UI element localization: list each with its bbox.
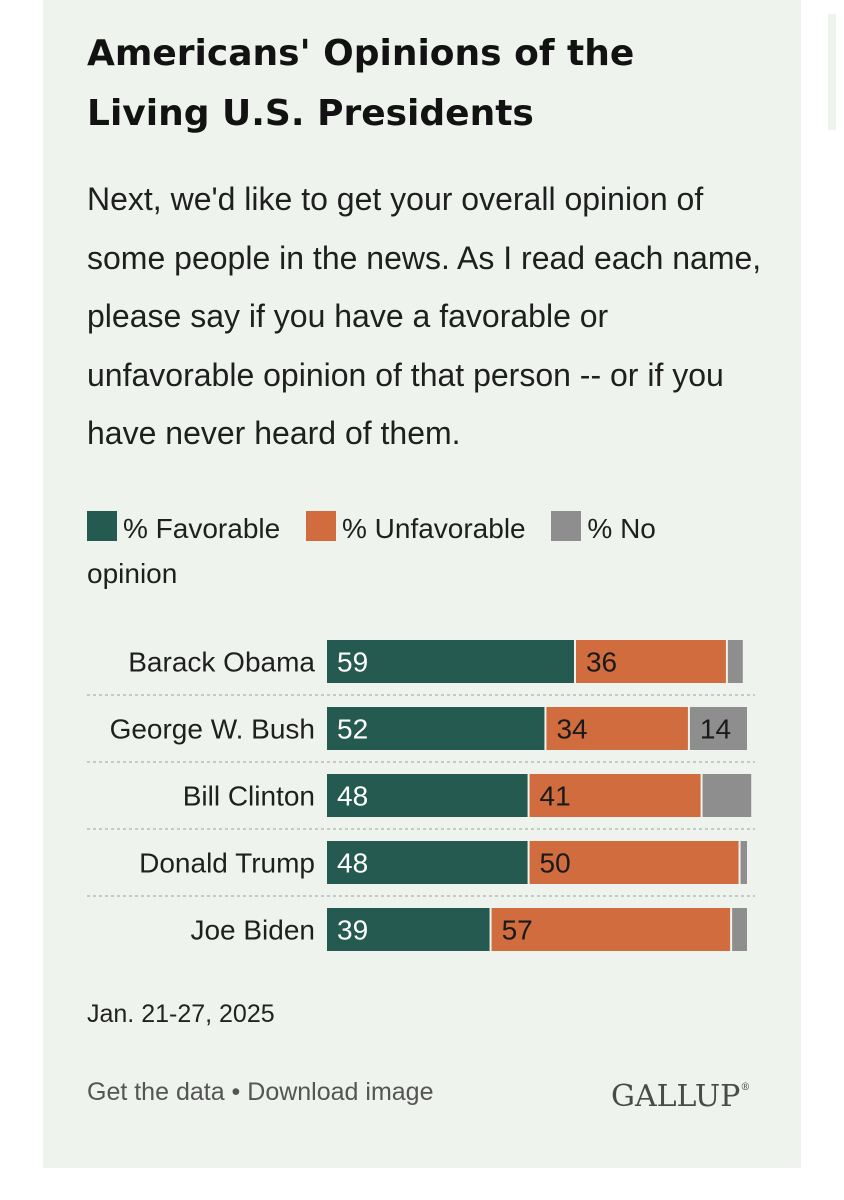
data-label-george-w-bush-favorable: 52 <box>337 714 368 745</box>
bar-barack-obama-favorable <box>327 640 574 683</box>
category-label-bill-clinton: Bill Clinton <box>183 781 315 812</box>
legend-label-no-opinion: % No opinion <box>87 513 656 589</box>
footer-links: Get the data • Download image <box>87 1074 433 1110</box>
legend-item-no-opinion: % No opinion <box>87 511 656 589</box>
logo-text: GALLUP <box>611 1079 741 1114</box>
bar-bill-clinton-favorable <box>327 774 528 817</box>
chart-title: Americans' Opinions of the Living U.S. P… <box>87 33 635 134</box>
data-label-donald-trump-unfavorable: 50 <box>540 848 571 879</box>
bar-donald-trump-no-opinion <box>740 841 747 884</box>
data-label-bill-clinton-favorable: 48 <box>337 781 368 812</box>
category-label-joe-biden: Joe Biden <box>190 915 315 946</box>
legend: % Favorable % Unfavorable % No opinion <box>87 506 727 596</box>
stacked-bar-chart: Barack Obama 59 36 George W. Bush 52 34 14 Bill… <box>87 640 755 951</box>
download-image-link[interactable]: Download image <box>247 1078 434 1106</box>
bar-barack-obama-unfavorable <box>575 640 726 683</box>
category-label-donald-trump: Donald Trump <box>139 848 315 879</box>
category-label-barack-obama: Barack Obama <box>128 647 315 678</box>
bar-joe-biden-no-opinion <box>732 908 747 951</box>
survey-date: Jan. 21-27, 2025 <box>87 1000 275 1028</box>
legend-swatch-favorable <box>87 511 117 541</box>
data-label-barack-obama-favorable: 59 <box>337 647 368 678</box>
bar-george-w-bush-favorable <box>327 707 545 750</box>
bar-donald-trump-favorable <box>327 841 528 884</box>
legend-item-unfavorable: % Unfavorable <box>305 511 526 544</box>
bar-joe-biden-unfavorable <box>491 908 731 951</box>
data-label-george-w-bush-unfavorable: 34 <box>556 714 587 745</box>
bar-bill-clinton-unfavorable <box>529 774 701 817</box>
legend-swatch-unfavorable <box>305 511 336 541</box>
gallup-logo: GALLUP® <box>611 1068 750 1117</box>
get-the-data-link[interactable]: Get the data <box>87 1078 225 1106</box>
bar-joe-biden-favorable <box>327 908 490 951</box>
adjacent-card-edge <box>828 14 836 130</box>
bar-donald-trump-unfavorable <box>529 841 739 884</box>
data-label-bill-clinton-unfavorable: 41 <box>540 781 571 812</box>
bar-george-w-bush-unfavorable <box>546 707 688 750</box>
footer-separator: • <box>224 1078 248 1106</box>
legend-swatch-no-opinion <box>551 511 582 541</box>
data-label-joe-biden-unfavorable: 57 <box>502 915 533 946</box>
bar-barack-obama-no-opinion <box>727 640 743 683</box>
data-label-donald-trump-favorable: 48 <box>337 848 368 879</box>
bar-bill-clinton-no-opinion <box>702 774 752 817</box>
legend-label-favorable: % Favorable <box>123 513 281 544</box>
legend-item-favorable: % Favorable <box>87 511 281 544</box>
data-label-george-w-bush-no-opinion: 14 <box>700 714 731 745</box>
bar-george-w-bush-no-opinion <box>689 707 747 750</box>
chart-card: Americans' Opinions of the Living U.S. P… <box>43 0 801 1168</box>
category-label-george-w-bush: George W. Bush <box>110 714 315 745</box>
data-label-barack-obama-unfavorable: 36 <box>586 647 617 678</box>
chart-subtitle: Next, we'd like to get your overall opin… <box>87 181 762 451</box>
logo-registered-mark: ® <box>740 1082 751 1093</box>
data-label-joe-biden-favorable: 39 <box>337 915 368 946</box>
legend-label-unfavorable: % Unfavorable <box>341 513 526 544</box>
